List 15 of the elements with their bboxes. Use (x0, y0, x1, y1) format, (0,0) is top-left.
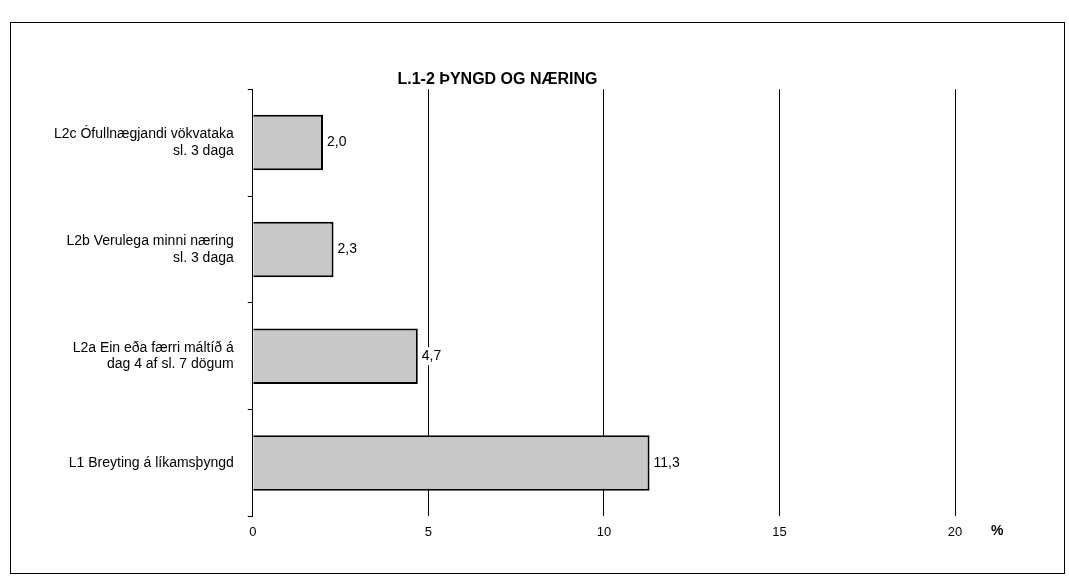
data-label: 11,3 (653, 453, 680, 470)
chart-title: L.1-2 ÞYNGD OG NÆRING (397, 70, 598, 88)
x-tick-label: 5 (424, 523, 432, 539)
y-tick-label: L2c Ófullnægjandi vökvataka sl. 3 daga (53, 125, 234, 158)
x-axis-title: % (991, 522, 1004, 539)
y-tick-label: L1 Breyting á líkamsþyngd (68, 453, 234, 470)
y-tick-label: L2a Ein eða færri máltíð á dag 4 af sl. 7 dögum (72, 338, 234, 372)
x-tick-label: 20 (947, 523, 963, 539)
data-label: 2,0 (326, 133, 347, 150)
data-label: 4,7 (421, 347, 442, 364)
y-tick-label: L2b Verulega minni næring sl. 3 daga (66, 231, 234, 265)
x-tick-label: 0 (249, 523, 257, 539)
x-tick-label: 10 (596, 523, 612, 539)
x-tick-label: 15 (772, 523, 787, 539)
data-label: 2,3 (337, 240, 358, 257)
